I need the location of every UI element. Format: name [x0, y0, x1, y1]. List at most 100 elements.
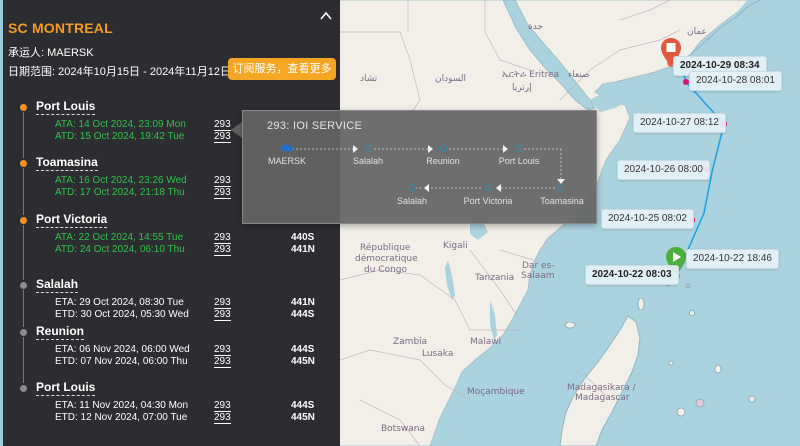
port-node-icon: [365, 145, 372, 152]
port-node-icon: [557, 184, 564, 191]
port-event-time: ETA: 11 Nov 2024, 04:30 Mon: [55, 400, 189, 411]
port-status-dot-icon: [20, 385, 27, 392]
service-route-popup: 293: IOI SERVICE MAERSK Salalah Reunion: [242, 110, 597, 224]
port-name-link[interactable]: Port Louis: [36, 380, 96, 396]
port-event-time: ETD: 30 Oct 2024, 05:30 Wed: [55, 309, 189, 320]
map-place-label: ኤርትራ Eritrea: [502, 70, 560, 80]
service-code-link[interactable]: 293: [214, 412, 231, 424]
map-place-label: République: [360, 243, 411, 253]
route-port-label: Salalah: [396, 196, 428, 206]
service-code-link[interactable]: 293: [214, 344, 231, 356]
vessel-schedule-panel: SC MONTREAL 承运人: MAERSK 日期范围: 2024年10月15…: [0, 0, 340, 446]
popup-pointer: [231, 122, 242, 138]
timeline-connector: [23, 290, 24, 327]
date-range-label: 日期范围: 2024年10月15日 - 2024年11月12日: [8, 66, 231, 78]
map-place-label: Kigali: [443, 241, 468, 251]
map-place-label: Madagascar: [575, 393, 630, 403]
port-status-dot-icon: [20, 104, 27, 111]
route-port-label: Port Louis: [498, 156, 540, 166]
track-timestamp-label: 2024-10-22 08:03: [585, 265, 679, 285]
map-place-label: صنعاء: [568, 70, 590, 80]
map-place-label: Madagasikara /: [567, 383, 636, 393]
voyage-number: 445N: [291, 356, 315, 367]
map-place-label: جدة: [528, 22, 544, 32]
map-place-label: إرتريا: [512, 83, 532, 93]
voyage-number: 441N: [291, 244, 315, 255]
port-node-icon: [409, 184, 416, 191]
map-place-label: تشاد: [360, 74, 378, 84]
port-event-time: ATD: 15 Oct 2024, 19:42 Tue: [55, 131, 185, 142]
timeline-connector: [23, 225, 24, 280]
voyage-number: 441N: [291, 297, 315, 308]
track-timestamp-label: 2024-10-26 08:00: [617, 160, 710, 180]
service-code-link[interactable]: 293: [214, 119, 231, 131]
track-timestamp-label: 2024-10-22 18:46: [686, 249, 779, 269]
port-event-time: ETA: 06 Nov 2024, 06:00 Wed: [55, 344, 190, 355]
port-name-link[interactable]: Port Victoria: [36, 212, 108, 228]
service-code-link[interactable]: 293: [214, 187, 231, 199]
map-place-label: Botswana: [381, 424, 425, 434]
timeline-connector: [23, 112, 24, 158]
port-name-link[interactable]: Salalah: [36, 277, 79, 293]
port-status-dot-icon: [20, 160, 27, 167]
port-node-icon: [440, 145, 447, 152]
service-code-link[interactable]: 293: [214, 297, 231, 309]
port-event-time: ATA: 16 Oct 2024, 23:26 Wed: [55, 175, 187, 186]
voyage-number: 444S: [291, 344, 315, 355]
map-place-label: Lusaka: [422, 349, 454, 359]
map-place-label: Moçambique: [467, 387, 525, 397]
service-code-link[interactable]: 293: [214, 175, 231, 187]
map-place-label: du Congo: [364, 265, 407, 275]
port-event-time: ETD: 07 Nov 2024, 06:00 Thu: [55, 356, 188, 367]
map-place-label: Malawi: [470, 337, 502, 347]
port-node-icon: [515, 145, 522, 152]
port-status-dot-icon: [20, 329, 27, 336]
map-place-label: Salaam: [521, 271, 555, 281]
chevron-up-icon[interactable]: [318, 8, 334, 24]
subscribe-button[interactable]: 订阅服务，查看更多: [228, 58, 336, 80]
port-event-time: ATA: 14 Oct 2024, 23:09 Mon: [55, 119, 186, 130]
port-status-dot-icon: [20, 282, 27, 289]
service-code-link[interactable]: 293: [214, 356, 231, 368]
map-place-label: عمان: [687, 27, 707, 37]
route-port-label: Reunion: [426, 156, 460, 166]
route-port-label: Toamasina: [540, 196, 584, 206]
port-name-link[interactable]: Toamasina: [36, 155, 98, 171]
track-timestamp-label: 2024-10-25 08:02: [601, 209, 694, 229]
service-route-diagram: [288, 145, 565, 192]
map-place-label: Dar es-: [522, 261, 555, 271]
voyage-number: 444S: [291, 309, 315, 320]
route-port-label: Salalah: [352, 156, 384, 166]
service-title: 293: IOI SERVICE: [267, 120, 363, 132]
timeline-connector: [23, 168, 24, 215]
timeline-connector: [23, 337, 24, 383]
map-place-label: السودان: [435, 74, 467, 84]
voyage-number: 440S: [291, 232, 315, 243]
ship-icon: [280, 144, 294, 151]
map-place-label: Tanzania: [475, 273, 515, 283]
vessel-name: SC MONTREAL: [8, 20, 113, 36]
port-name-link[interactable]: Port Louis: [36, 99, 96, 115]
route-port-label: Port Victoria: [463, 196, 513, 206]
service-operator-label: MAERSK: [267, 156, 307, 166]
map-place-label: Zambia: [393, 337, 428, 347]
port-name-link[interactable]: Reunion: [36, 324, 84, 340]
port-event-time: ETD: 12 Nov 2024, 07:00 Tue: [55, 412, 188, 423]
track-timestamp-label: 2024-10-27 08:12: [633, 113, 726, 133]
service-code-link[interactable]: 293: [214, 131, 231, 143]
port-event-time: ETA: 29 Oct 2024, 08:30 Tue: [55, 297, 184, 308]
service-code-link[interactable]: 293: [214, 400, 231, 412]
port-event-time: ATA: 22 Oct 2024, 14:55 Tue: [55, 232, 184, 243]
service-code-link[interactable]: 293: [214, 232, 231, 244]
service-code-link[interactable]: 293: [214, 309, 231, 321]
voyage-number: 444S: [291, 400, 315, 411]
port-node-icon: [485, 184, 492, 191]
voyage-number: 445N: [291, 412, 315, 423]
service-code-link[interactable]: 293: [214, 244, 231, 256]
port-event-time: ATD: 17 Oct 2024, 21:18 Thu: [55, 187, 185, 198]
port-status-dot-icon: [20, 217, 27, 224]
track-timestamp-label: 2024-10-28 08:01: [689, 71, 782, 91]
carrier-label: 承运人: MAERSK: [8, 47, 94, 59]
port-event-time: ATD: 24 Oct 2024, 06:10 Thu: [55, 244, 185, 255]
map-place-label: démocratique: [355, 254, 418, 264]
